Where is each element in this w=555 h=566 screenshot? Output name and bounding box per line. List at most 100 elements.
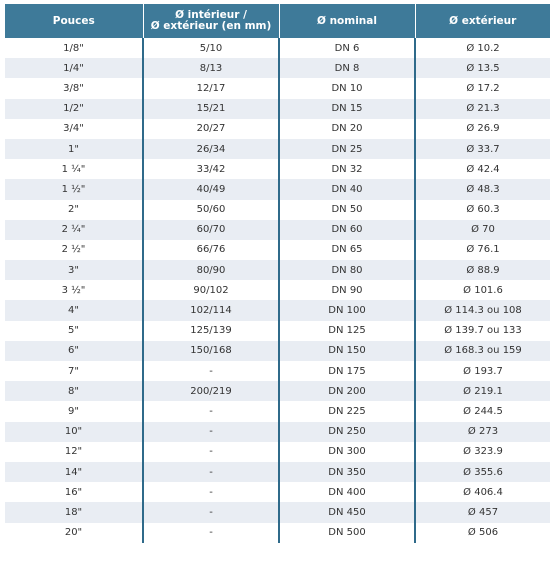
cell-pouces: 7" (5, 361, 143, 382)
cell-nominal: DN 6 (278, 38, 415, 59)
cell-exterieur: Ø 76.1 (414, 239, 550, 261)
cell-nominal: DN 150 (278, 340, 415, 361)
table-row: 9" - DN 225 Ø 244.5 (5, 401, 550, 422)
table-row: 7" - DN 175 Ø 193.7 (5, 361, 550, 382)
cell-nominal: DN 125 (278, 320, 415, 341)
cell-int-ext: 33/42 (142, 159, 279, 180)
cell-pouces: 3/8" (5, 78, 143, 99)
cell-pouces: 2" (5, 199, 143, 220)
cell-pouces: 1/2" (5, 98, 143, 119)
table-row: 1" 26/34 DN 25 Ø 33.7 (5, 138, 550, 160)
cell-pouces: 1 ½" (5, 179, 143, 200)
cell-pouces: 5" (5, 320, 143, 341)
table-row: 3/8" 12/17 DN 10 Ø 17.2 (5, 78, 550, 99)
cell-int-ext: 8/13 (142, 58, 279, 79)
cell-int-ext: 102/114 (142, 300, 279, 321)
cell-int-ext: - (142, 401, 279, 422)
cell-int-ext: - (142, 502, 279, 523)
cell-pouces: 20" (5, 522, 143, 543)
cell-exterieur: Ø 101.6 (414, 280, 550, 301)
cell-nominal: DN 225 (278, 401, 415, 422)
table-row: 1/2" 15/21 DN 15 Ø 21.3 (5, 98, 550, 119)
cell-nominal: DN 60 (278, 219, 415, 240)
cell-exterieur: Ø 457 (414, 502, 550, 523)
table-row: 1 ½" 40/49 DN 40 Ø 48.3 (5, 179, 550, 200)
cell-pouces: 2 ¼" (5, 219, 143, 240)
cell-exterieur: Ø 139.7 ou 133 (414, 320, 550, 341)
header-diametre-exterieur: Ø extérieur (414, 4, 550, 38)
cell-pouces: 14" (5, 461, 143, 483)
header-row: Pouces Ø intérieur / Ø extérieur (en mm) … (5, 4, 550, 38)
table-row: 16" - DN 400 Ø 406.4 (5, 482, 550, 503)
cell-pouces: 3/4" (5, 118, 143, 139)
cell-exterieur: Ø 26.9 (414, 118, 550, 139)
cell-exterieur: Ø 33.7 (414, 138, 550, 160)
cell-nominal: DN 300 (278, 441, 415, 462)
table-row: 3/4" 20/27 DN 20 Ø 26.9 (5, 118, 550, 139)
cell-nominal: DN 400 (278, 482, 415, 503)
cell-pouces: 10" (5, 421, 143, 442)
cell-pouces: 8" (5, 381, 143, 402)
cell-pouces: 3" (5, 260, 143, 281)
table-row: 10" - DN 250 Ø 273 (5, 421, 550, 442)
cell-nominal: DN 250 (278, 421, 415, 442)
cell-int-ext: 80/90 (142, 260, 279, 281)
cell-int-ext: - (142, 522, 279, 543)
cell-int-ext: - (142, 421, 279, 442)
cell-pouces: 12" (5, 441, 143, 462)
cell-exterieur: Ø 48.3 (414, 179, 550, 200)
cell-int-ext: 15/21 (142, 98, 279, 119)
cell-exterieur: Ø 244.5 (414, 401, 550, 422)
table-row: 2" 50/60 DN 50 Ø 60.3 (5, 199, 550, 220)
table-row: 2 ½" 66/76 DN 65 Ø 76.1 (5, 239, 550, 261)
cell-nominal: DN 175 (278, 361, 415, 382)
table-row: 18" - DN 450 Ø 457 (5, 502, 550, 523)
cell-nominal: DN 80 (278, 260, 415, 281)
cell-exterieur: Ø 219.1 (414, 381, 550, 402)
table-row: 20" - DN 500 Ø 506 (5, 522, 550, 543)
cell-pouces: 1/8" (5, 38, 143, 59)
table-header: Pouces Ø intérieur / Ø extérieur (en mm) … (5, 4, 550, 38)
cell-int-ext: 5/10 (142, 38, 279, 59)
cell-exterieur: Ø 114.3 ou 108 (414, 300, 550, 321)
cell-exterieur: Ø 17.2 (414, 78, 550, 99)
cell-nominal: DN 450 (278, 502, 415, 523)
table-row: 6" 150/168 DN 150 Ø 168.3 ou 159 (5, 340, 550, 361)
cell-int-ext: 60/70 (142, 219, 279, 240)
cell-pouces: 6" (5, 340, 143, 361)
header-diametre-int-ext: Ø intérieur / Ø extérieur (en mm) (142, 4, 279, 38)
table-row: 14" - DN 350 Ø 355.6 (5, 461, 550, 483)
cell-nominal: DN 8 (278, 58, 415, 79)
cell-int-ext: - (142, 361, 279, 382)
cell-exterieur: Ø 273 (414, 421, 550, 442)
cell-int-ext: - (142, 441, 279, 462)
table-row: 1 ¼" 33/42 DN 32 Ø 42.4 (5, 159, 550, 180)
cell-pouces: 1" (5, 138, 143, 160)
cell-nominal: DN 65 (278, 239, 415, 261)
cell-int-ext: 66/76 (142, 239, 279, 261)
cell-int-ext: 40/49 (142, 179, 279, 200)
cell-int-ext: 50/60 (142, 199, 279, 220)
cell-nominal: DN 50 (278, 199, 415, 220)
cell-exterieur: Ø 168.3 ou 159 (414, 340, 550, 361)
cell-int-ext: 150/168 (142, 340, 279, 361)
cell-int-ext: - (142, 482, 279, 503)
cell-exterieur: Ø 60.3 (414, 199, 550, 220)
cell-pouces: 16" (5, 482, 143, 503)
cell-pouces: 4" (5, 300, 143, 321)
cell-nominal: DN 25 (278, 138, 415, 160)
cell-pouces: 2 ½" (5, 239, 143, 261)
cell-exterieur: Ø 13.5 (414, 58, 550, 79)
cell-exterieur: Ø 193.7 (414, 361, 550, 382)
cell-nominal: DN 20 (278, 118, 415, 139)
table-row: 12" - DN 300 Ø 323.9 (5, 441, 550, 462)
cell-nominal: DN 200 (278, 381, 415, 402)
table-row: 4" 102/114 DN 100 Ø 114.3 ou 108 (5, 300, 550, 321)
cell-nominal: DN 32 (278, 159, 415, 180)
cell-int-ext: 12/17 (142, 78, 279, 99)
table-row: 5" 125/139 DN 125 Ø 139.7 ou 133 (5, 320, 550, 341)
cell-exterieur: Ø 406.4 (414, 482, 550, 503)
cell-int-ext: 125/139 (142, 320, 279, 341)
cell-pouces: 1/4" (5, 58, 143, 79)
